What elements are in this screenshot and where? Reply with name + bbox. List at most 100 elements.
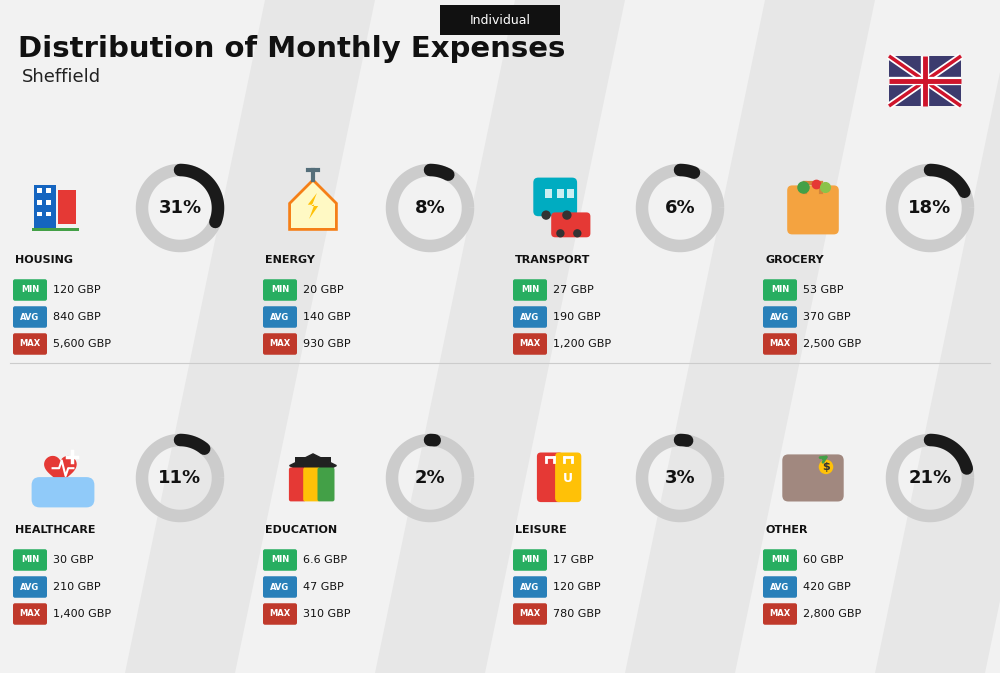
Text: 11%: 11%: [158, 469, 202, 487]
FancyBboxPatch shape: [32, 227, 79, 231]
Text: 420 GBP: 420 GBP: [803, 582, 851, 592]
FancyBboxPatch shape: [551, 213, 590, 238]
FancyBboxPatch shape: [295, 457, 331, 462]
FancyBboxPatch shape: [763, 279, 797, 301]
FancyBboxPatch shape: [763, 603, 797, 625]
Text: 6%: 6%: [665, 199, 695, 217]
FancyBboxPatch shape: [763, 576, 797, 598]
Circle shape: [562, 211, 572, 220]
Text: MAX: MAX: [519, 339, 541, 349]
FancyBboxPatch shape: [513, 576, 547, 598]
FancyBboxPatch shape: [787, 185, 839, 234]
Polygon shape: [125, 0, 375, 673]
FancyBboxPatch shape: [513, 306, 547, 328]
Text: MIN: MIN: [21, 555, 39, 565]
Text: 370 GBP: 370 GBP: [803, 312, 851, 322]
Text: MAX: MAX: [769, 339, 791, 349]
FancyBboxPatch shape: [263, 333, 297, 355]
FancyBboxPatch shape: [318, 468, 334, 501]
Text: 53 GBP: 53 GBP: [803, 285, 843, 295]
Polygon shape: [308, 193, 318, 219]
Text: MIN: MIN: [771, 555, 789, 565]
Text: MAX: MAX: [269, 610, 291, 618]
FancyBboxPatch shape: [440, 5, 560, 35]
FancyBboxPatch shape: [263, 576, 297, 598]
Text: Individual: Individual: [470, 13, 530, 26]
FancyBboxPatch shape: [763, 333, 797, 355]
Text: HOUSING: HOUSING: [15, 255, 73, 265]
Text: AVG: AVG: [20, 583, 40, 592]
Text: Sheffield: Sheffield: [22, 68, 101, 86]
Text: 5,600 GBP: 5,600 GBP: [53, 339, 111, 349]
Polygon shape: [875, 0, 1000, 673]
Text: 840 GBP: 840 GBP: [53, 312, 101, 322]
FancyBboxPatch shape: [763, 549, 797, 571]
Text: 1,200 GBP: 1,200 GBP: [553, 339, 611, 349]
Text: TRANSPORT: TRANSPORT: [515, 255, 590, 265]
Text: AVG: AVG: [270, 583, 290, 592]
FancyBboxPatch shape: [13, 603, 47, 625]
Text: 140 GBP: 140 GBP: [303, 312, 351, 322]
Text: HEALTHCARE: HEALTHCARE: [15, 525, 95, 535]
FancyBboxPatch shape: [263, 549, 297, 571]
Text: 1,400 GBP: 1,400 GBP: [53, 609, 111, 619]
FancyBboxPatch shape: [13, 576, 47, 598]
Circle shape: [573, 229, 581, 238]
FancyBboxPatch shape: [545, 189, 552, 199]
Text: 3%: 3%: [665, 469, 695, 487]
Text: 2,500 GBP: 2,500 GBP: [803, 339, 861, 349]
Text: 210 GBP: 210 GBP: [53, 582, 101, 592]
Text: MIN: MIN: [771, 285, 789, 295]
Text: 780 GBP: 780 GBP: [553, 609, 601, 619]
FancyBboxPatch shape: [513, 603, 547, 625]
Text: MIN: MIN: [521, 285, 539, 295]
Circle shape: [556, 229, 565, 238]
FancyBboxPatch shape: [513, 333, 547, 355]
Text: MIN: MIN: [271, 285, 289, 295]
Text: Distribution of Monthly Expenses: Distribution of Monthly Expenses: [18, 35, 565, 63]
Text: 930 GBP: 930 GBP: [303, 339, 351, 349]
FancyBboxPatch shape: [889, 56, 961, 106]
FancyBboxPatch shape: [32, 477, 94, 507]
Text: 8%: 8%: [415, 199, 445, 217]
FancyBboxPatch shape: [34, 185, 56, 229]
FancyBboxPatch shape: [555, 452, 581, 502]
FancyBboxPatch shape: [263, 306, 297, 328]
Text: 20 GBP: 20 GBP: [303, 285, 344, 295]
Text: 120 GBP: 120 GBP: [53, 285, 101, 295]
Text: $: $: [822, 462, 830, 472]
Text: AVG: AVG: [770, 312, 790, 322]
FancyBboxPatch shape: [37, 212, 42, 217]
FancyBboxPatch shape: [13, 549, 47, 571]
Text: OTHER: OTHER: [765, 525, 808, 535]
FancyBboxPatch shape: [513, 279, 547, 301]
FancyBboxPatch shape: [263, 603, 297, 625]
Text: 2,800 GBP: 2,800 GBP: [803, 609, 861, 619]
FancyBboxPatch shape: [782, 454, 844, 501]
Polygon shape: [375, 0, 625, 673]
Text: ENERGY: ENERGY: [265, 255, 315, 265]
Text: 47 GBP: 47 GBP: [303, 582, 344, 592]
Text: MAX: MAX: [519, 610, 541, 618]
Text: 21%: 21%: [908, 469, 952, 487]
Text: AVG: AVG: [270, 312, 290, 322]
FancyBboxPatch shape: [13, 333, 47, 355]
Text: GROCERY: GROCERY: [765, 255, 824, 265]
Text: 18%: 18%: [908, 199, 952, 217]
Text: AVG: AVG: [520, 312, 540, 322]
Text: MIN: MIN: [521, 555, 539, 565]
FancyBboxPatch shape: [37, 188, 42, 193]
FancyBboxPatch shape: [567, 189, 574, 199]
Text: AVG: AVG: [20, 312, 40, 322]
FancyBboxPatch shape: [13, 306, 47, 328]
Polygon shape: [45, 456, 76, 485]
Text: AVG: AVG: [520, 583, 540, 592]
Circle shape: [541, 211, 551, 220]
Text: MAX: MAX: [19, 339, 41, 349]
FancyBboxPatch shape: [513, 549, 547, 571]
Polygon shape: [290, 180, 336, 229]
Polygon shape: [625, 0, 875, 673]
FancyBboxPatch shape: [46, 200, 51, 205]
Text: 120 GBP: 120 GBP: [553, 582, 601, 592]
Text: MIN: MIN: [21, 285, 39, 295]
